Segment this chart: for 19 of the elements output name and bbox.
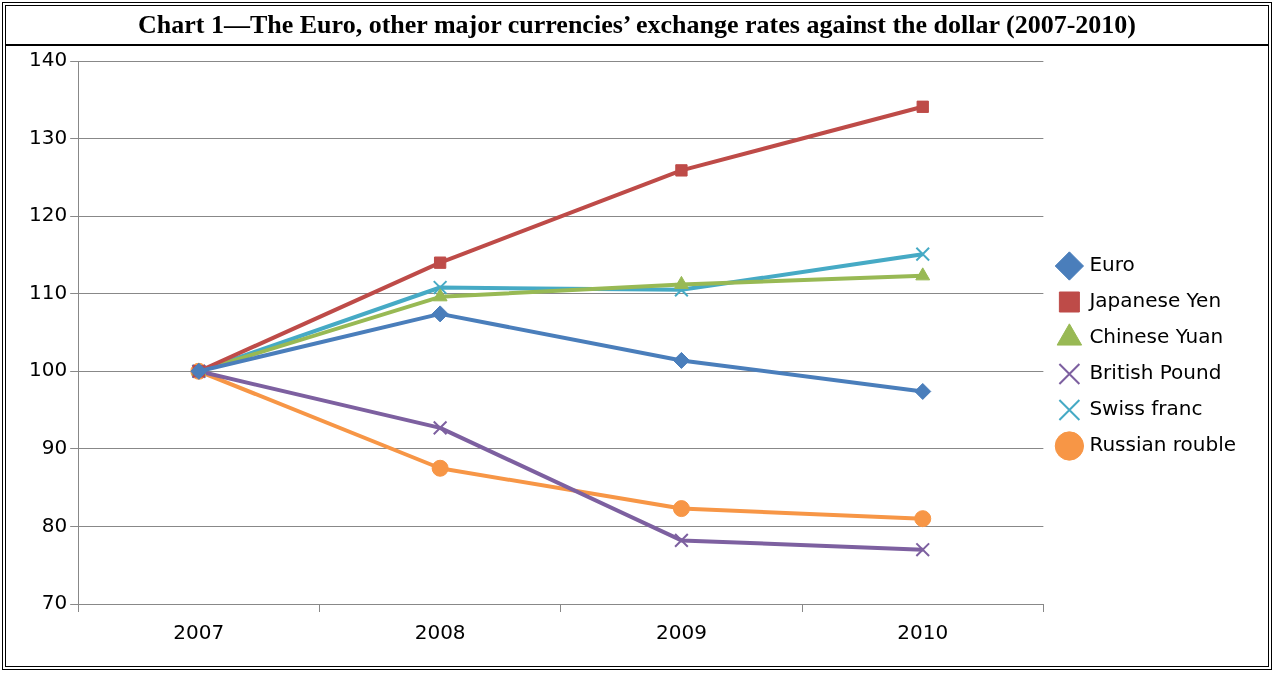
y-tick-label: 110 bbox=[28, 279, 68, 304]
y-tick-label: 80 bbox=[41, 512, 68, 537]
y-tick-label: 140 bbox=[28, 47, 68, 72]
chart-title: Chart 1—The Euro, other major currencies’ exchange rates against the dollar (2007-2010) bbox=[6, 6, 1268, 46]
x-tick-label: 2007 bbox=[173, 620, 225, 645]
y-tick-label: 120 bbox=[28, 202, 68, 227]
x-tick-label: 2010 bbox=[897, 620, 949, 645]
x-tick-label: 2009 bbox=[655, 620, 707, 645]
y-tick-label: 70 bbox=[41, 590, 68, 615]
y-tick-label: 130 bbox=[28, 124, 68, 149]
legend-label: Russian rouble bbox=[1089, 432, 1237, 457]
legend-label: Swiss franc bbox=[1089, 396, 1203, 421]
legend-label: British Pound bbox=[1089, 360, 1222, 385]
y-tick-label: 90 bbox=[41, 435, 68, 460]
legend-label: Japanese Yen bbox=[1087, 288, 1222, 313]
y-tick-label: 100 bbox=[28, 357, 68, 382]
legend-label: Euro bbox=[1089, 252, 1135, 277]
x-tick-label: 2008 bbox=[414, 620, 466, 645]
legend-label: Chinese Yuan bbox=[1089, 324, 1224, 349]
